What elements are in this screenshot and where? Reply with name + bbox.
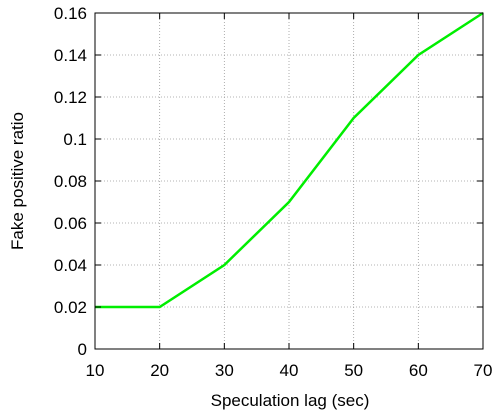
y-tick-label: 0.02 — [54, 298, 87, 317]
x-tick-label: 60 — [409, 361, 428, 380]
y-axis-title: Fake positive ratio — [8, 112, 27, 250]
y-tick-label: 0.1 — [63, 130, 87, 149]
y-tick-label: 0.06 — [54, 214, 87, 233]
y-tick-label: 0.16 — [54, 4, 87, 23]
x-tick-label: 50 — [344, 361, 363, 380]
y-tick-label: 0 — [78, 340, 87, 359]
x-tick-label: 70 — [474, 361, 493, 380]
series-line — [95, 11, 484, 309]
y-tick-labels: 0 0.02 0.04 0.06 0.08 0.1 0.12 0.14 0.16 — [54, 4, 87, 359]
x-tick-label: 40 — [280, 361, 299, 380]
x-tick-label: 30 — [215, 361, 234, 380]
x-tick-label: 20 — [150, 361, 169, 380]
x-axis-title: Speculation lag (sec) — [211, 391, 370, 410]
ticks — [94, 12, 484, 350]
y-tick-label: 0.12 — [54, 88, 87, 107]
y-tick-label: 0.08 — [54, 172, 87, 191]
y-tick-label: 0.04 — [54, 256, 87, 275]
series-layer — [95, 11, 484, 309]
grid — [95, 13, 483, 349]
x-tick-labels: 10 20 30 40 50 60 70 — [86, 361, 493, 380]
x-tick-label: 10 — [86, 361, 105, 380]
y-tick-label: 0.14 — [54, 46, 87, 65]
